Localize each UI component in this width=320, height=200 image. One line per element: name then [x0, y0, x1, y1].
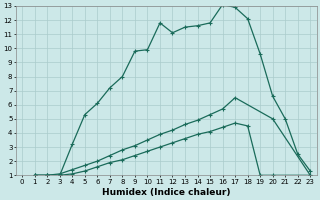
- X-axis label: Humidex (Indice chaleur): Humidex (Indice chaleur): [102, 188, 230, 197]
